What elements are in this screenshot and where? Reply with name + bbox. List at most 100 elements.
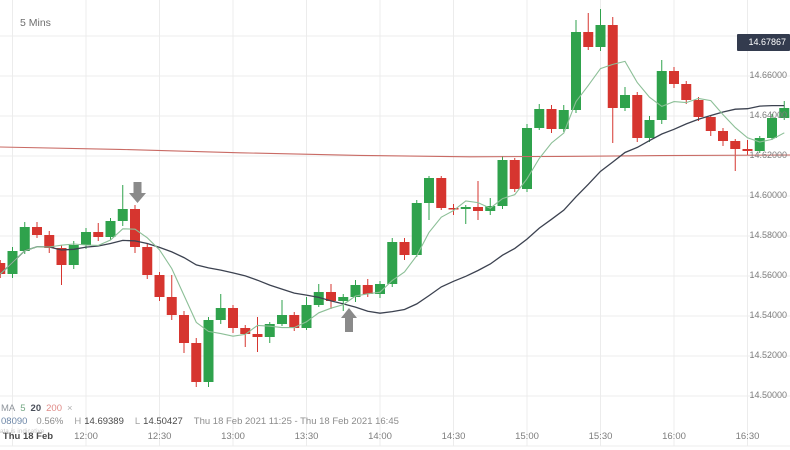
candle[interactable]: [179, 311, 189, 353]
price-tick-label: 14.64000: [749, 110, 787, 120]
candle[interactable]: [546, 105, 557, 133]
low-value: 14.50427: [143, 416, 183, 427]
candle[interactable]: [338, 294, 349, 311]
price-tick-label: 14.62000: [749, 150, 787, 160]
candle[interactable]: [607, 17, 618, 143]
candles-layer: [0, 9, 790, 387]
time-tick-label: 13:30: [294, 431, 319, 442]
price-tick-label: 14.60000: [749, 190, 787, 200]
candle[interactable]: [571, 20, 581, 113]
candle[interactable]: [742, 140, 753, 155]
ma-period-20[interactable]: 20: [30, 403, 42, 414]
candle[interactable]: [632, 92, 643, 142]
candle[interactable]: [754, 136, 765, 153]
candle[interactable]: [166, 275, 177, 320]
candle[interactable]: [509, 158, 520, 192]
candle[interactable]: [460, 205, 471, 224]
candle[interactable]: [105, 218, 116, 240]
arrow-down-annotation: [129, 182, 146, 203]
ma20-line: [0, 104, 785, 314]
candle[interactable]: [375, 281, 385, 298]
candle[interactable]: [81, 228, 91, 249]
candle[interactable]: [522, 124, 532, 192]
candle[interactable]: [154, 272, 165, 301]
candle[interactable]: [436, 176, 447, 210]
candle[interactable]: [0, 260, 6, 278]
ma200-line: [0, 146, 790, 158]
change-percent: 0.56%: [36, 416, 64, 427]
candle[interactable]: [228, 305, 238, 333]
price-tick-label: 14.56000: [749, 270, 787, 280]
candle[interactable]: [44, 231, 55, 253]
ma-period-200[interactable]: 200: [46, 403, 62, 414]
price-tick-label: 14.66000: [749, 70, 787, 80]
candle[interactable]: [252, 317, 263, 352]
candle[interactable]: [779, 101, 790, 120]
candle[interactable]: [68, 241, 79, 269]
candle[interactable]: [583, 13, 594, 50]
candle[interactable]: [19, 222, 30, 254]
change-value: 08090: [1, 416, 28, 427]
candle[interactable]: [681, 81, 692, 104]
ma-remove-icon[interactable]: ×: [66, 403, 73, 414]
ma-indicator-legend: MA 5 20 200 ×: [1, 403, 73, 414]
time-tick-label: 12:00: [74, 431, 98, 442]
candle[interactable]: [448, 204, 459, 215]
candle[interactable]: [350, 280, 361, 302]
candle[interactable]: [558, 105, 569, 132]
date-range: Thu 18 Feb 2021 11:25 - Thu 18 Feb 2021 …: [193, 416, 399, 427]
session-info-row: 08090 0.56% H 14.69389 L 14.50427 Thu 18 Feb 2…: [1, 416, 399, 427]
candle[interactable]: [656, 60, 667, 124]
candle[interactable]: [301, 297, 312, 330]
candle[interactable]: [718, 128, 728, 146]
candle[interactable]: [56, 245, 67, 285]
candle[interactable]: [264, 322, 275, 343]
candle[interactable]: [424, 176, 434, 220]
ma-period-5[interactable]: 5: [20, 403, 26, 414]
candle[interactable]: [240, 325, 251, 347]
date-tick-label: Thu 18 Feb: [2, 431, 54, 442]
candle[interactable]: [693, 97, 704, 121]
time-tick-label: 13:00: [221, 431, 245, 442]
ma-indicator-label: MA: [1, 403, 16, 414]
time-tick-label: 16:30: [735, 431, 760, 442]
candle[interactable]: [473, 181, 483, 220]
candle[interactable]: [215, 294, 226, 324]
timeframe-label: 5 Mins: [20, 17, 51, 29]
candle[interactable]: [644, 116, 655, 142]
candle[interactable]: [117, 185, 128, 226]
candle[interactable]: [705, 115, 716, 136]
time-tick-label: 14:00: [368, 431, 392, 442]
candle[interactable]: [326, 284, 336, 309]
time-tick-label: 16:00: [662, 431, 686, 442]
candle[interactable]: [203, 317, 214, 387]
candle[interactable]: [595, 9, 606, 51]
time-tick-label: 14:30: [441, 431, 466, 442]
high-value: 14.69389: [84, 416, 124, 427]
candle[interactable]: [534, 104, 545, 130]
candle[interactable]: [620, 87, 630, 111]
price-tick-label: 14.54000: [749, 310, 787, 320]
price-tick-label: 14.50000: [749, 390, 787, 400]
candle[interactable]: [767, 114, 777, 140]
candle[interactable]: [387, 238, 398, 287]
candle[interactable]: [313, 284, 324, 307]
current-price-badge: 14.67867: [737, 34, 790, 51]
candle[interactable]: [277, 300, 287, 326]
candle[interactable]: [142, 244, 153, 279]
time-tick-label: 12:30: [147, 431, 172, 442]
candle[interactable]: [399, 238, 410, 260]
indicative-note: ata is indicative: [0, 429, 45, 435]
candle[interactable]: [669, 67, 679, 88]
candle[interactable]: [497, 156, 508, 209]
time-tick-label: 15:00: [515, 431, 539, 442]
candle[interactable]: [191, 338, 202, 387]
candle[interactable]: [411, 200, 422, 257]
candle[interactable]: [93, 223, 104, 241]
ma5-line: [0, 60, 785, 337]
time-tick-label: 15:30: [588, 431, 613, 442]
candle[interactable]: [32, 222, 42, 238]
